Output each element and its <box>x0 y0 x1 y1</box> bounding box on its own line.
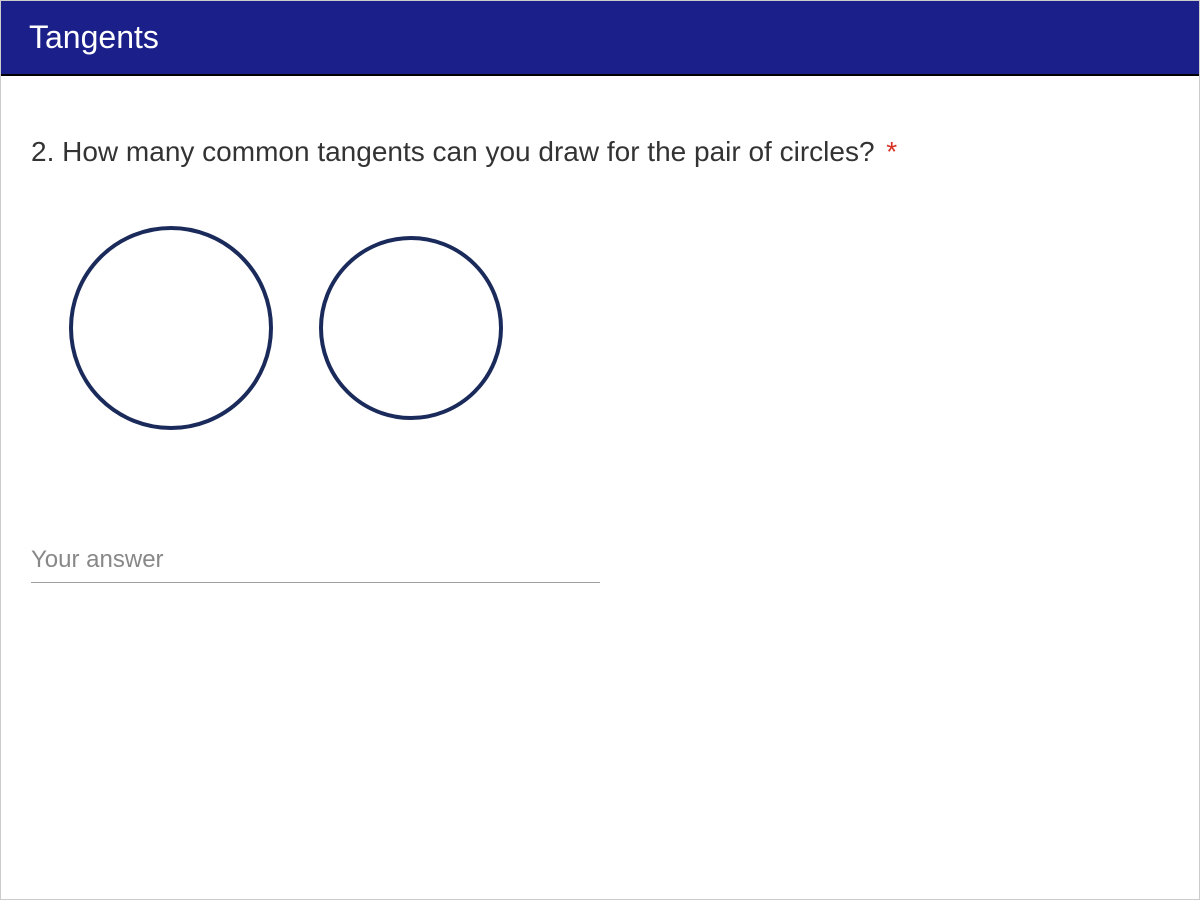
circle-left <box>61 218 281 438</box>
answer-input[interactable] <box>31 538 600 583</box>
section-header: Tangents <box>1 1 1199 76</box>
circle-right <box>311 228 511 428</box>
answer-input-wrapper <box>31 538 600 583</box>
question-section: 2. How many common tangents can you draw… <box>1 76 1199 613</box>
section-title: Tangents <box>29 19 159 55</box>
question-number: 2. <box>31 136 54 167</box>
circles-diagram <box>61 218 1169 438</box>
circle-right-shape <box>321 238 501 418</box>
question-text: 2. How many common tangents can you draw… <box>31 136 1169 168</box>
required-asterisk: * <box>886 136 897 167</box>
form-container: Tangents 2. How many common tangents can… <box>0 0 1200 900</box>
question-body: How many common tangents can you draw fo… <box>62 136 874 167</box>
circle-left-shape <box>71 228 271 428</box>
